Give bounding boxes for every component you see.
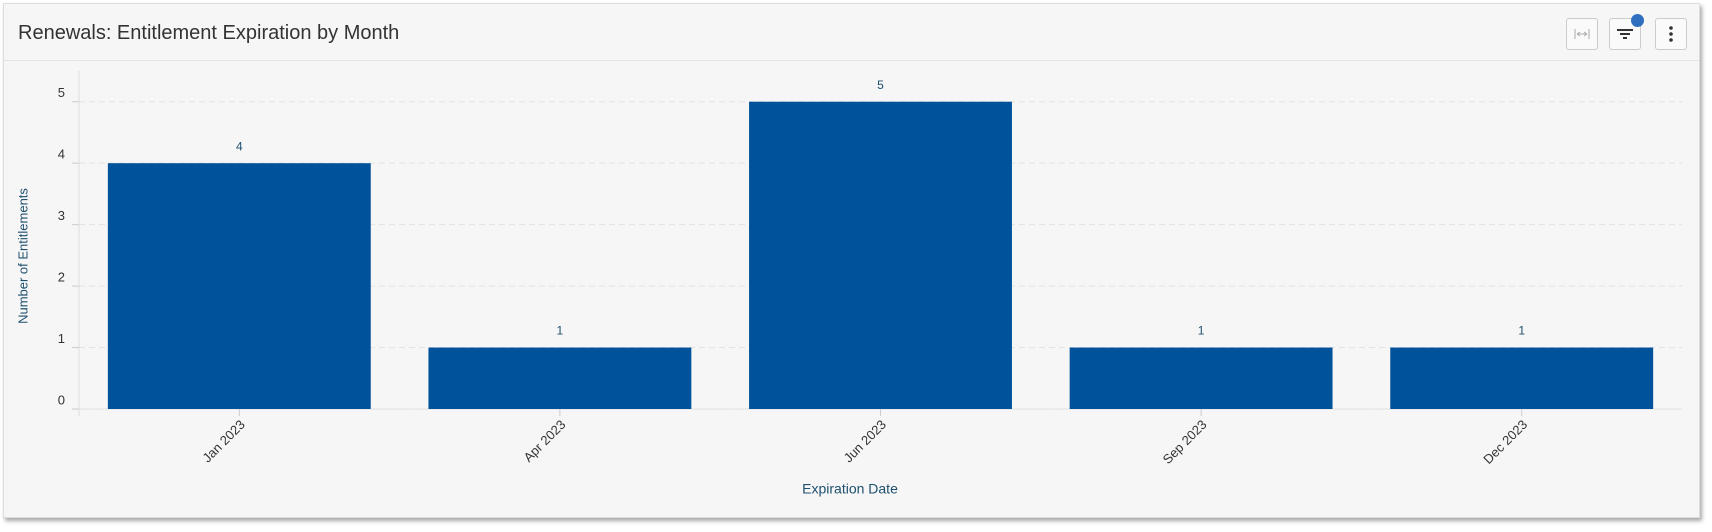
data-label: 1 (1198, 324, 1205, 338)
y-tick-label: 5 (58, 85, 65, 100)
x-tick-label: Jun 2023 (841, 417, 889, 465)
bar (1390, 347, 1654, 409)
data-label: 1 (1518, 324, 1525, 338)
y-axis-label: Number of Entitlements (15, 188, 30, 324)
y-tick-label: 3 (58, 208, 65, 223)
y-tick-label: 2 (58, 270, 65, 285)
data-label: 4 (236, 139, 243, 153)
bar (428, 347, 692, 409)
x-axis-label: Expiration Date (802, 481, 898, 497)
y-tick-label: 0 (58, 392, 65, 407)
chart-title: Renewals: Entitlement Expiration by Mont… (18, 22, 400, 44)
panel-header: Renewals: Entitlement Expiration by Mont… (4, 4, 1699, 61)
x-tick-label: Dec 2023 (1480, 417, 1530, 467)
menu-icon (1669, 26, 1673, 42)
expand-button[interactable] (1566, 18, 1598, 50)
bar (107, 163, 371, 409)
data-label: 5 (877, 78, 884, 92)
filter-button[interactable] (1609, 18, 1641, 50)
x-tick-label: Apr 2023 (521, 417, 569, 465)
bar (749, 101, 1012, 410)
data-label: 1 (557, 324, 564, 338)
x-tick-label: Jan 2023 (199, 417, 247, 465)
y-tick-label: 4 (58, 147, 65, 162)
bar (1069, 347, 1333, 409)
expand-icon (1574, 29, 1590, 39)
filter-badge (1631, 14, 1644, 27)
y-tick-label: 1 (58, 331, 65, 346)
menu-button[interactable] (1655, 18, 1687, 50)
filter-icon (1617, 29, 1633, 39)
x-tick-label: Sep 2023 (1160, 417, 1210, 467)
